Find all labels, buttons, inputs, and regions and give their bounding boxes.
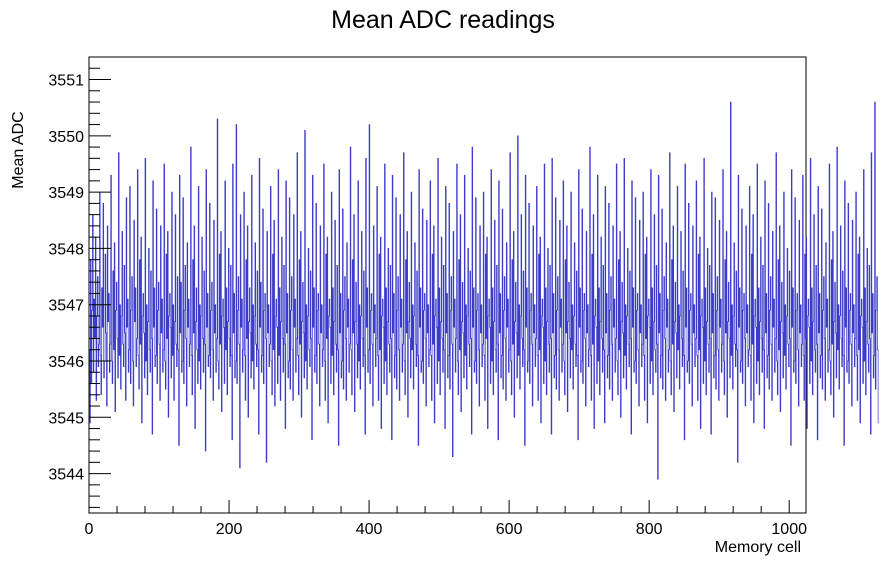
y-axis-label: Mean ADC — [10, 111, 27, 188]
y-tick-label-1: 3545 — [48, 410, 84, 427]
x-tick-label-5: 1000 — [771, 521, 807, 538]
y-tick-label-2: 3546 — [48, 354, 84, 371]
y-tick-label-4: 3548 — [48, 241, 84, 258]
y-tick-label-5: 3549 — [48, 185, 84, 202]
y-tick-label-6: 3550 — [48, 129, 84, 146]
series-line-0 — [89, 101, 879, 480]
chart-title: Mean ADC readings — [331, 6, 555, 34]
axes-layer: 0 200 400 600 800 1000 3544 3545 3546 3547 3548 354… — [48, 56, 807, 538]
y-tick-label-3: 3547 — [48, 298, 84, 315]
x-tick-label-4: 800 — [636, 521, 663, 538]
x-axis-label: Memory cell — [715, 539, 801, 556]
y-tick-label-7: 3551 — [48, 73, 84, 90]
x-tick-label-1: 200 — [216, 521, 243, 538]
y-tick-label-0: 3544 — [48, 467, 84, 484]
x-tick-label-0: 0 — [85, 521, 94, 538]
data-layer — [89, 101, 879, 480]
x-tick-label-3: 600 — [496, 521, 523, 538]
x-tick-label-2: 400 — [356, 521, 383, 538]
